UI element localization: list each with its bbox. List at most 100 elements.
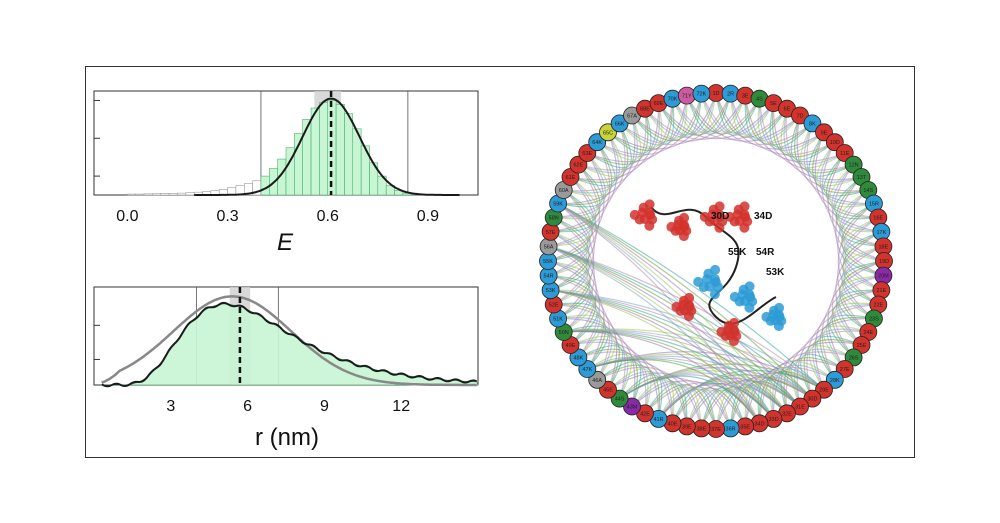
contact-link: [831, 164, 882, 233]
contact-link: [800, 123, 846, 169]
contact-link: [586, 353, 632, 399]
histogram-bar: [135, 193, 145, 196]
structure-atom: [644, 207, 655, 218]
contact-link: [607, 98, 674, 151]
contact-link: [550, 231, 590, 306]
residue-node-label: 69E: [654, 101, 664, 107]
contact-link: [558, 141, 613, 206]
contact-link: [794, 115, 854, 174]
contact-link: [838, 189, 882, 233]
contact-link: [619, 376, 688, 427]
structure-atom: [709, 274, 720, 285]
residue-node-label: 30D: [807, 397, 817, 403]
contact-link: [631, 98, 675, 143]
residue-node-label: 51K: [553, 317, 563, 323]
contact-link: [548, 245, 774, 420]
contact-link: [631, 379, 675, 424]
residue-node-label: 8K: [809, 121, 816, 127]
histogram-bar: [143, 193, 153, 196]
contact-link: [644, 95, 688, 139]
structure-atom: [683, 299, 694, 310]
residue-node-label: 22E: [873, 303, 883, 309]
residue-node-label: 7D: [796, 114, 803, 120]
histogram-bar: [335, 103, 345, 196]
contact-link: [829, 314, 875, 358]
contact-link: [823, 152, 869, 197]
structure-atom: [728, 324, 739, 335]
contact-link: [831, 289, 882, 358]
contact-link: [587, 359, 760, 424]
residue-node-label: 9E: [821, 130, 828, 136]
contact-link: [553, 152, 606, 219]
residue-node-label: 65C: [603, 130, 613, 136]
contact-link: [841, 245, 884, 319]
contact-link: [686, 95, 761, 135]
contact-link: [563, 330, 760, 424]
contact-link: [578, 131, 624, 177]
contact-link: [819, 316, 874, 381]
contact-link: [547, 189, 593, 262]
residue-node-label: 6E: [784, 107, 791, 113]
contact-link: [790, 115, 836, 161]
contact-link: [587, 357, 649, 414]
residue-node-label: 70K: [668, 97, 678, 103]
x-axis-label-distance: r (nm): [255, 424, 319, 451]
contact-link: [829, 164, 875, 208]
structure-label: 55K: [728, 247, 747, 258]
contact-link: [803, 123, 862, 183]
contact-link: [550, 289, 813, 400]
residue-node-label: 10D: [830, 140, 840, 146]
residue-node-label: 23S: [869, 317, 879, 323]
structure-atom: [744, 289, 755, 300]
contact-link: [657, 386, 702, 429]
structure-atom: [739, 201, 750, 212]
contact-link: [570, 123, 629, 183]
contact-link: [607, 108, 652, 154]
contact-link: [838, 289, 882, 333]
contact-link: [841, 202, 884, 247]
contact-link: [671, 387, 746, 427]
contact-link: [550, 289, 825, 391]
contact-link: [715, 92, 761, 134]
contact-link: [686, 389, 732, 429]
histogram-bar: [260, 175, 270, 196]
residue-node-label: 55K: [543, 259, 553, 265]
contact-link: [548, 245, 761, 424]
contact-link: [819, 141, 874, 206]
residue-node-label: 41R: [653, 417, 663, 423]
residue-node-label: 21E: [877, 288, 887, 294]
contact-link: [826, 303, 879, 370]
contact-link: [550, 289, 760, 424]
structure-label: 54R: [756, 247, 775, 258]
contact-link: [557, 202, 813, 400]
residue-node-label: 67A: [627, 114, 637, 120]
histogram-bar: [127, 193, 136, 196]
contact-link: [607, 371, 674, 424]
residue-node-label: 25E: [857, 343, 867, 349]
contact-link: [553, 176, 598, 220]
residue-node-label: 37E: [711, 427, 721, 433]
residue-node-label: 16E: [873, 216, 883, 222]
contact-link: [835, 275, 884, 346]
contact-link: [839, 189, 885, 262]
contact-link: [631, 93, 702, 142]
fret-efficiency-histogram: 0.0 0.3 0.6 0.9: [93, 90, 479, 225]
contact-link: [816, 335, 862, 381]
contact-link: [842, 216, 882, 291]
residue-node-label: 45E: [603, 388, 613, 394]
histogram-bar: [294, 133, 303, 196]
residue-node-label: 48K: [574, 355, 584, 361]
x-tick-label: 6: [243, 398, 252, 415]
residue-node-label: 14S: [863, 188, 873, 194]
contact-link: [578, 345, 624, 391]
contact-link: [619, 374, 663, 420]
residue-node-label: 31E: [795, 405, 805, 411]
contact-link: [730, 93, 775, 136]
residue-node-label: 57E: [546, 230, 556, 236]
residue-node-label: 15R: [869, 202, 879, 208]
histogram-bar: [185, 192, 195, 196]
contact-link: [557, 202, 825, 391]
contact-link: [657, 93, 702, 136]
contact-link: [557, 314, 603, 358]
